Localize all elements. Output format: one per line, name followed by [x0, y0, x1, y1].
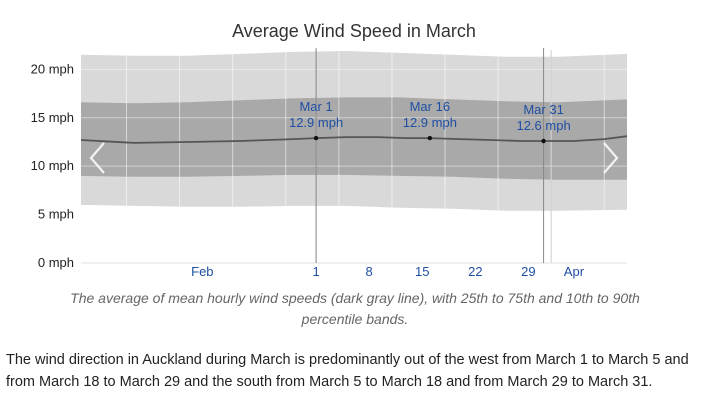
direction-south: south [236, 373, 273, 390]
x-tick-label: 29 [521, 264, 535, 279]
x-tick-label: 1 [312, 264, 319, 279]
summary-text: to [361, 373, 382, 390]
summary-text: to [567, 373, 588, 390]
date-text: March 31 [587, 373, 649, 390]
y-tick-label: 20 mph [31, 61, 74, 76]
chevron-right-icon[interactable] [603, 142, 619, 174]
x-tick-label: 8 [366, 264, 373, 279]
summary-text: to [587, 352, 609, 368]
chart-caption: The average of mean hourly wind speeds (… [70, 290, 640, 327]
date-text: March 18 [381, 373, 443, 390]
summary-text: from [272, 373, 310, 390]
annotation-date-label: Mar 1 [299, 99, 332, 114]
annotation-value-label: 12.9 mph [289, 115, 343, 130]
chevron-left-icon[interactable] [89, 142, 105, 174]
y-tick-label: 0 mph [38, 255, 74, 270]
y-tick-label: 15 mph [31, 110, 74, 125]
date-text: March 1 [535, 352, 588, 368]
annotation-value-label: 12.9 mph [403, 115, 457, 130]
summary-text: and from [6, 352, 689, 390]
summary-text: to [99, 373, 120, 390]
mean-wind-speed-line [80, 135, 628, 144]
summary-text: and from [442, 373, 508, 390]
y-tick-label: 5 mph [38, 207, 74, 222]
date-text: March 29 [507, 373, 568, 390]
annotation-date-label: Mar 16 [410, 99, 450, 114]
summary-text: from [498, 352, 536, 368]
annotation-point [427, 135, 433, 141]
date-text: March 5 [608, 352, 661, 368]
x-tick-label: Apr [564, 264, 585, 279]
annotation-point [541, 138, 546, 144]
annotation-point [313, 135, 319, 141]
date-text: March 18 [39, 373, 100, 390]
direction-west: west [468, 352, 499, 368]
wind-speed-chart: Average Wind Speed in March Mar 112.9 mp… [31, 21, 628, 279]
annotation-date-label: Mar 31 [523, 102, 563, 117]
summary-text: The wind direction in Auckland during Ma… [6, 352, 469, 368]
annotation-value-label: 12.6 mph [516, 118, 570, 133]
x-tick-label: 22 [468, 264, 482, 279]
chart-title: Average Wind Speed in March [232, 21, 476, 41]
x-tick-label: Feb [191, 264, 213, 279]
date-text: March 29 [119, 373, 181, 390]
wind-direction-summary: The wind direction in Auckland during Ma… [6, 350, 706, 393]
y-tick-label: 10 mph [31, 158, 74, 173]
x-tick-label: 15 [415, 264, 429, 279]
date-text: March 5 [309, 373, 362, 390]
summary-text: and the [180, 373, 237, 390]
summary-text: . [648, 373, 653, 390]
percentile-band-25-75 [81, 97, 627, 180]
